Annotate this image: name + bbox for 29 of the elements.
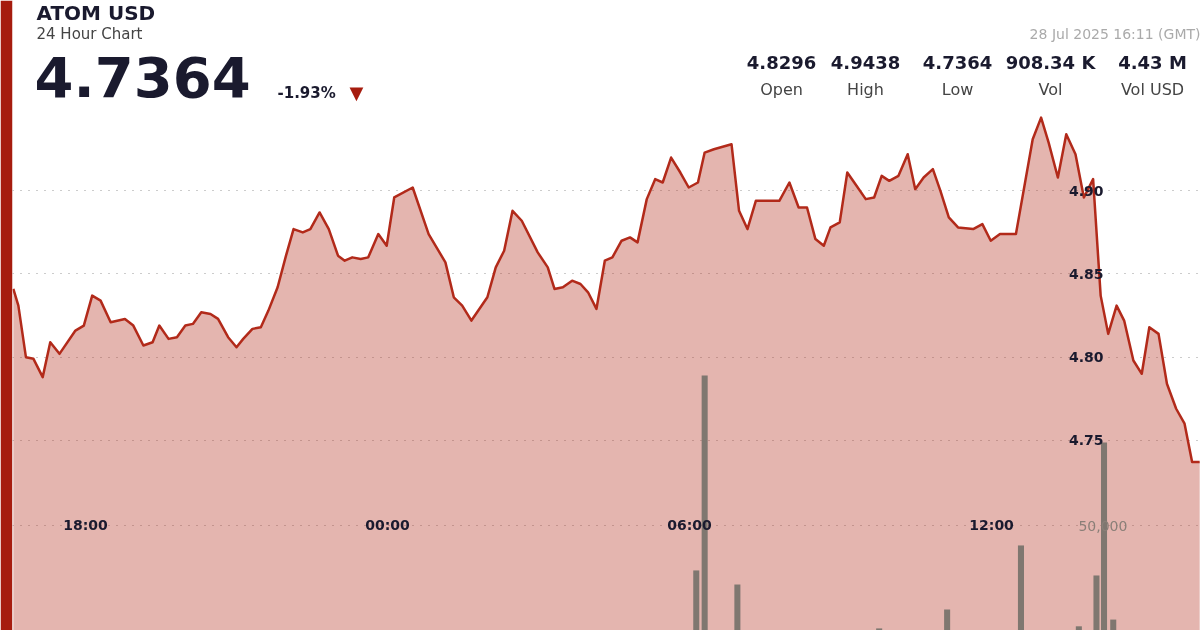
bar bbox=[1110, 619, 1117, 630]
annotation: 4.7364 bbox=[922, 52, 993, 73]
annotation: Low bbox=[941, 80, 974, 99]
y-tick-label: 4.80 bbox=[1068, 349, 1104, 366]
annotation: -1.93% bbox=[277, 83, 336, 102]
annotation: 908.34 K bbox=[1005, 52, 1097, 73]
bar bbox=[1075, 626, 1082, 630]
bar bbox=[1017, 545, 1024, 630]
text: 24 Hour Chart bbox=[36, 24, 143, 43]
annotation: Vol USD bbox=[1120, 80, 1185, 99]
x-tick-label: 00:00 bbox=[365, 517, 411, 534]
bar bbox=[1093, 575, 1100, 630]
annotation: 4.7364 bbox=[34, 44, 251, 110]
x-tick-label: 12:00 bbox=[969, 517, 1015, 534]
x-tick-label: 06:00 bbox=[667, 517, 713, 534]
annotation: High bbox=[847, 80, 884, 99]
annotation: Open bbox=[760, 80, 803, 99]
annotation: 28 Jul 2025 16:11 (GMT) bbox=[1029, 25, 1200, 42]
bar bbox=[734, 584, 741, 630]
annotation: Vol bbox=[1038, 80, 1063, 99]
x-tick-label: 18:00 bbox=[63, 517, 109, 534]
y-tick-label: 4.75 bbox=[1068, 432, 1104, 449]
annotation: ▼ bbox=[349, 82, 364, 103]
bar bbox=[693, 570, 700, 630]
bar bbox=[944, 609, 951, 630]
annotation: 4.43 M bbox=[1118, 52, 1187, 73]
annotation: 4.9438 bbox=[830, 52, 901, 73]
chart-title: ATOM USD bbox=[36, 0, 156, 25]
annotation: 4.8296 bbox=[746, 52, 817, 73]
